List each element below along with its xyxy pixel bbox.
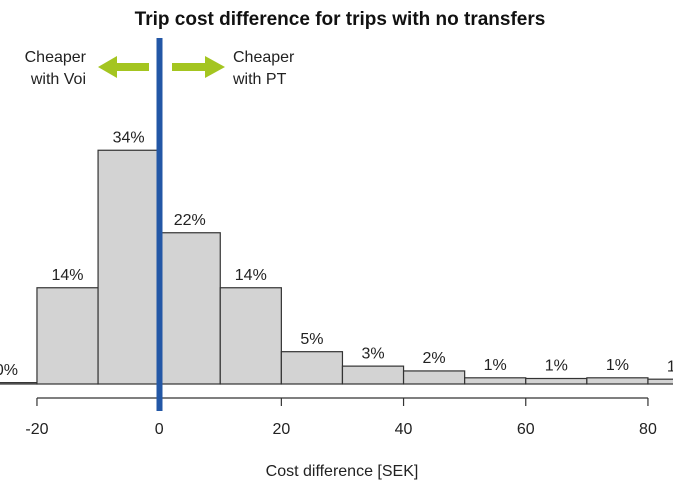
annotation: Cheaper [233, 49, 295, 66]
x-tick-label: 80 [639, 421, 657, 438]
bar [402, 370, 466, 385]
x-axis-label: Cost difference [SEK] [266, 463, 419, 480]
annotations: Cheaper with Voi Cheaper with PT [25, 49, 295, 88]
bar-label: 3% [361, 345, 384, 362]
annotation: with Voi [30, 71, 86, 88]
bar-label: 14% [235, 267, 267, 284]
bar-label: 22% [174, 212, 206, 229]
bar [97, 149, 160, 385]
bar [280, 351, 344, 385]
bar-label: 5% [300, 331, 323, 348]
bar-label: 0% [0, 362, 18, 379]
x-tick-label: 20 [272, 421, 290, 438]
x-tick-label: -20 [25, 421, 48, 438]
chart-title: Trip cost difference for trips with no t… [135, 9, 546, 30]
x-tick-label: 40 [395, 421, 413, 438]
arrow-left [98, 56, 149, 78]
bar [464, 377, 527, 385]
bar [158, 232, 221, 385]
bar [0, 382, 38, 385]
arrow-right [172, 56, 225, 78]
bar [219, 287, 282, 385]
bar-label: 2% [423, 350, 446, 367]
bar-label: 1% [667, 358, 673, 375]
bar-label: 34% [113, 129, 145, 146]
bar [647, 378, 673, 385]
annotation: with PT [232, 71, 287, 88]
plot-area: 0% 14% 34% 22% 14% 5% 3% 2% 1% 1% 1% 1% -20 0 20 40 60 80 [0, 129, 673, 438]
x-tick-label: 60 [517, 421, 535, 438]
bar [586, 377, 649, 385]
bar [525, 377, 588, 385]
annotation: Cheaper [25, 49, 87, 66]
bar [36, 287, 99, 385]
bar-label: 1% [484, 357, 507, 374]
bar-label: 14% [51, 267, 83, 284]
bar-label: 1% [606, 357, 629, 374]
bar-label: 1% [545, 358, 568, 375]
x-tick-label: 0 [155, 421, 164, 438]
bar [341, 365, 405, 385]
